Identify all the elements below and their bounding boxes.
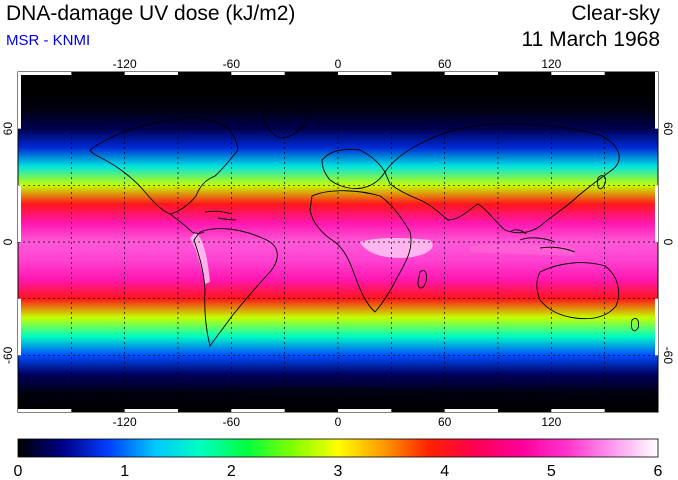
- map-area: [17, 71, 659, 413]
- north-america-coastline: [89, 117, 239, 215]
- longitude-label-top: -120: [113, 57, 137, 71]
- longitude-label-top: 120: [541, 57, 561, 71]
- latitude-label-left: 0: [1, 238, 15, 245]
- indonesia-coastline: [509, 229, 576, 253]
- frame-segment: [18, 72, 72, 75]
- africa-coastline: [309, 190, 412, 313]
- latitude-label-left: 60: [1, 122, 15, 136]
- colorbar: 0 1 2 3 4 5 6: [14, 438, 663, 480]
- colorbar-tick-label: 1: [120, 463, 129, 480]
- colorbar-tick-label: 4: [440, 463, 449, 480]
- frame-segment: [655, 185, 658, 242]
- longitude-label-bottom: -60: [223, 415, 241, 429]
- map-title: DNA-damage UV dose (kJ/m2): [6, 2, 296, 25]
- central-america-coastline: [169, 213, 205, 234]
- latitude-label-right: -60: [661, 347, 675, 365]
- colorbar-scale: [17, 438, 659, 458]
- longitude-label-bottom: -120: [113, 415, 137, 429]
- greenland-coastline: [261, 107, 311, 139]
- frame-segment: [444, 72, 498, 75]
- frame-segment: [231, 72, 285, 75]
- longitude-label-bottom: 60: [438, 415, 452, 429]
- coastlines: [18, 107, 658, 397]
- longitude-labels-bottom: -120 -60 0 60 120: [113, 415, 562, 429]
- frame-segment: [124, 409, 178, 412]
- longitude-labels-top: -120 -60 0 60 120: [113, 57, 562, 71]
- frame-segment: [655, 298, 658, 356]
- africa-high-dose-region: [360, 238, 433, 258]
- colorbar-tick-label: 0: [14, 463, 23, 480]
- frame-segment: [551, 72, 605, 75]
- frame-segment: [338, 72, 392, 75]
- longitude-label-top: -60: [223, 57, 241, 71]
- antarctica-coastline: [18, 389, 658, 397]
- frame-segment: [124, 72, 178, 75]
- longitude-label-bottom: 120: [541, 415, 561, 429]
- colorbar-tick-labels: 0 1 2 3 4 5 6: [14, 463, 663, 480]
- europe-coastline: [321, 148, 386, 189]
- madagascar-coastline: [417, 270, 427, 289]
- longitude-label-bottom: 0: [335, 415, 342, 429]
- frame-segment: [18, 409, 72, 412]
- japan-coastline: [597, 175, 607, 190]
- longitude-label-top: 60: [438, 57, 452, 71]
- latitude-label-left: -60: [1, 346, 15, 364]
- graticule: [18, 72, 658, 412]
- latitude-labels-left: -60 0 60: [1, 122, 15, 364]
- frame-segment: [444, 409, 498, 412]
- caribbean-coastline: [204, 210, 237, 221]
- latitude-label-right: 0: [661, 239, 675, 246]
- andes-high-dose-region: [190, 232, 210, 284]
- latitude-labels-right: -60 0 60: [661, 122, 675, 364]
- frame-segment: [18, 72, 21, 129]
- frame-segment: [655, 72, 658, 129]
- south-america-coastline: [193, 228, 278, 348]
- australia-coastline: [536, 262, 620, 320]
- frame-segment: [338, 409, 392, 412]
- frame-segment: [551, 409, 605, 412]
- frame-segment: [18, 298, 21, 356]
- frame-tick-marks: [18, 72, 658, 412]
- longitude-label-top: 0: [335, 57, 342, 71]
- colorbar-tick-label: 2: [227, 463, 236, 480]
- frame-segment: [18, 185, 21, 242]
- asia-coastline: [384, 123, 620, 234]
- new-zealand-coastline: [631, 317, 639, 332]
- latitude-label-right: 60: [661, 122, 675, 136]
- colorbar-tick-label: 3: [334, 463, 343, 480]
- date-label: 11 March 1968: [521, 28, 660, 51]
- sky-condition-label: Clear-sky: [571, 2, 660, 25]
- source-label: MSR - KNMI: [6, 32, 91, 49]
- colorbar-tick-label: 6: [654, 463, 663, 480]
- colorbar-tick-label: 5: [547, 463, 556, 480]
- frame-segment: [231, 409, 285, 412]
